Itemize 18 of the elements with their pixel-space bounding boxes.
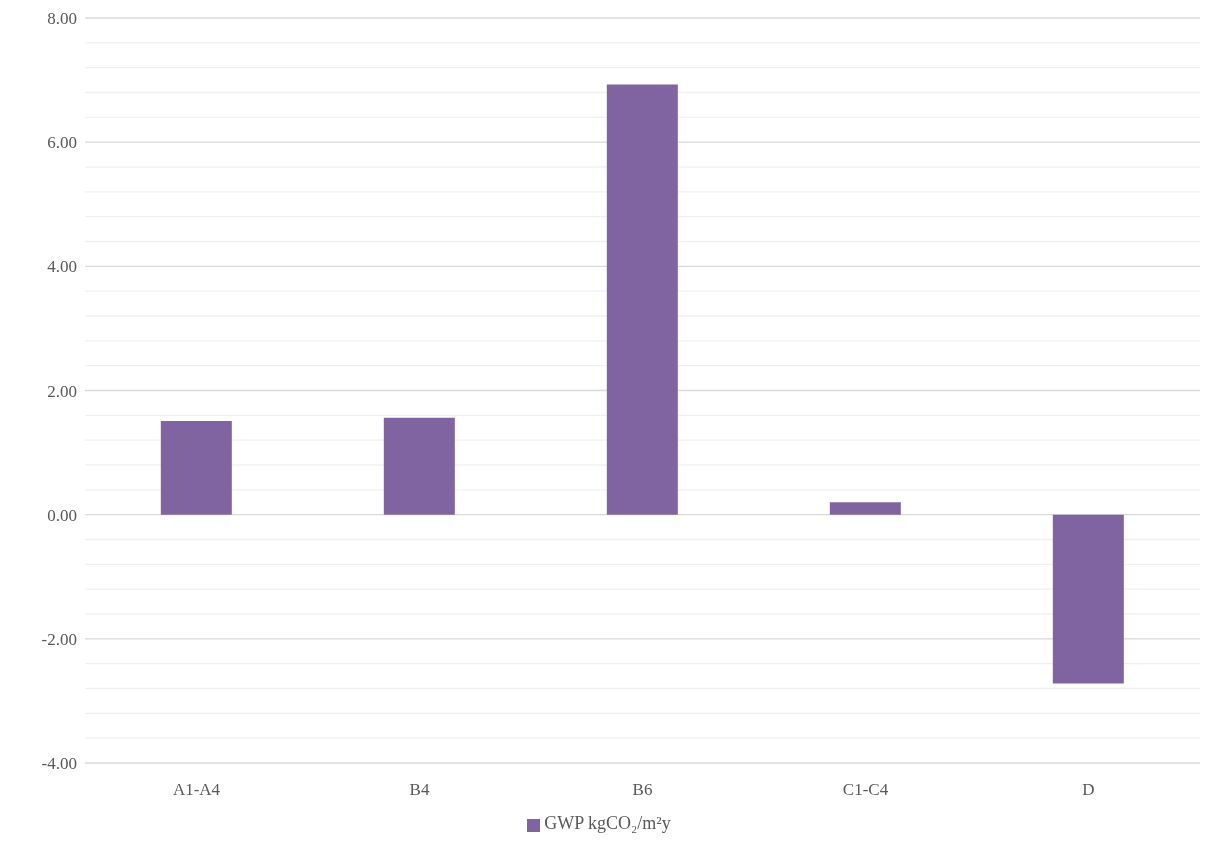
y-tick-label: -2.00 [41,629,77,649]
x-tick-label: B4 [409,780,430,800]
x-tick-label: C1-C4 [842,780,889,800]
x-tick-label: B6 [632,780,653,800]
x-tick-label: D [1082,780,1095,800]
y-tick-label: 8.00 [47,9,77,29]
y-tick-label: -4.00 [41,754,77,774]
bar [606,84,678,515]
y-tick-label: 6.00 [47,133,77,153]
y-tick-label: 4.00 [47,257,77,277]
bar [829,502,901,515]
bar [383,417,455,515]
bar [1052,514,1124,684]
legend-label: GWP kgCO₂/m²y [544,813,671,833]
y-tick-label: 2.00 [47,381,77,401]
bar [160,420,232,515]
x-tick-label: A1-A4 [172,780,221,800]
y-tick-label: 0.00 [47,505,77,525]
